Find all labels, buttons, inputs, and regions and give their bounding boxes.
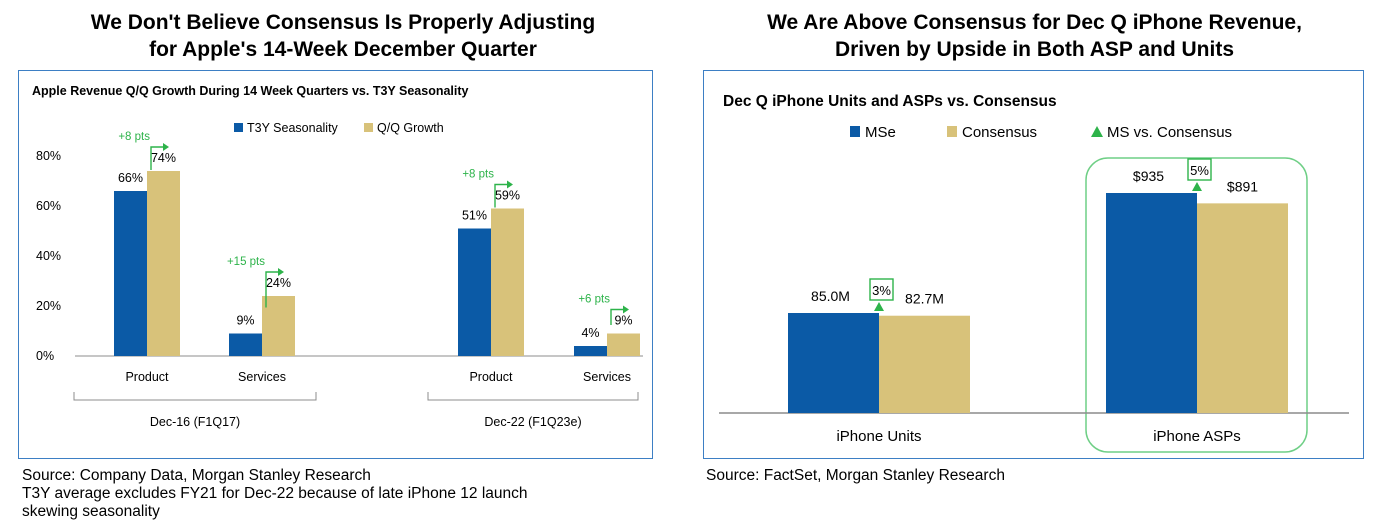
x-category-label: Product — [469, 370, 513, 384]
y-tick-label: 60% — [36, 199, 61, 213]
legend-label-consensus: Consensus — [962, 124, 1037, 141]
bar-value-label: $891 — [1227, 178, 1258, 194]
left-source-notes: Source: Company Data, Morgan Stanley Res… — [22, 467, 528, 521]
annotation-arrow-head — [163, 143, 169, 151]
bar-value-label: 9% — [614, 314, 632, 328]
bar-t3y-seasonality — [114, 191, 147, 356]
annotation-arrow-line — [265, 271, 278, 308]
ms-vs-consensus-marker — [874, 302, 884, 311]
left-chart: Apple Revenue Q/Q Growth During 14 Week … — [32, 84, 643, 429]
bar-t3y-seasonality — [229, 333, 262, 356]
right-panel-title: We Are Above Consensus for Dec Q iPhone … — [688, 9, 1381, 63]
bar-value-label: 4% — [581, 326, 599, 340]
x-category-label: Product — [125, 370, 169, 384]
legend-swatch-t3y — [234, 123, 243, 132]
bar-consensus — [879, 315, 970, 413]
annotation-delta-label: +6 pts — [578, 294, 610, 306]
left-source-line-3: skewing seasonality — [22, 503, 160, 520]
ms-vs-consensus-label: 3% — [872, 283, 891, 298]
left-panel-title: We Don't Believe Consensus Is Properly A… — [0, 9, 686, 63]
bar-mse — [788, 313, 879, 413]
annotation-arrow-line — [494, 183, 507, 208]
legend-label-mse: MSe — [865, 124, 896, 141]
group-label: Dec-22 (F1Q23e) — [484, 415, 581, 429]
group-label: Dec-16 (F1Q17) — [150, 415, 240, 429]
bar-value-label: 85.0M — [811, 288, 850, 304]
ms-vs-consensus-label: 5% — [1190, 163, 1209, 178]
left-title-line-2: for Apple's 14-Week December Quarter — [149, 38, 537, 61]
bar-value-label: 9% — [236, 314, 254, 328]
group-bracket — [73, 392, 317, 401]
legend-label-qq: Q/Q Growth — [377, 121, 444, 135]
annotation-delta-label: +8 pts — [118, 131, 150, 143]
bar-value-label: 82.7M — [905, 291, 944, 307]
legend-swatch-mse — [850, 126, 860, 137]
legend-label-t3y: T3Y Seasonality — [247, 121, 339, 135]
right-title-line-1: We Are Above Consensus for Dec Q iPhone … — [767, 11, 1302, 34]
x-category-label: Services — [583, 370, 631, 384]
highlight-box-iphone-asps — [1085, 157, 1308, 453]
bar-value-label: 51% — [462, 209, 487, 223]
annotation-arrow-head — [507, 180, 513, 189]
ms-vs-consensus-box — [1187, 158, 1212, 181]
x-category-label: Services — [238, 370, 286, 384]
right-chart: Dec Q iPhone Units and ASPs vs. Consensu… — [719, 93, 1349, 453]
legend-marker-ms-vs-consensus — [1091, 126, 1103, 137]
bar-qq-growth — [491, 208, 524, 356]
ms-vs-consensus-box — [869, 278, 894, 301]
left-chart-frame — [18, 70, 653, 459]
bar-t3y-seasonality — [574, 346, 607, 356]
left-source-line-1: Source: Company Data, Morgan Stanley Res… — [22, 467, 371, 484]
bar-value-label: 59% — [495, 189, 520, 203]
y-tick-label: 0% — [36, 349, 54, 363]
bar-consensus — [1197, 203, 1288, 413]
x-category-label: iPhone ASPs — [1153, 428, 1241, 445]
annotation-arrow-line — [610, 308, 623, 325]
annotation-delta-label: +8 pts — [462, 169, 494, 181]
annotation-arrow-line — [150, 146, 163, 170]
bar-mse — [1106, 193, 1197, 413]
bar-value-label: 66% — [118, 171, 143, 185]
y-tick-label: 80% — [36, 149, 61, 163]
bar-value-label: 24% — [266, 276, 291, 290]
bar-t3y-seasonality — [458, 228, 491, 356]
left-chart-title: Apple Revenue Q/Q Growth During 14 Week … — [32, 84, 469, 98]
right-chart-title: Dec Q iPhone Units and ASPs vs. Consensu… — [723, 93, 1057, 110]
legend-label-ms-vs-consensus: MS vs. Consensus — [1107, 124, 1232, 141]
x-category-label: iPhone Units — [836, 428, 921, 445]
bar-value-label: $935 — [1133, 168, 1164, 184]
annotation-arrow-head — [623, 305, 629, 314]
legend-swatch-consensus — [947, 126, 957, 137]
right-title-line-2: Driven by Upside in Both ASP and Units — [834, 38, 1235, 61]
right-source-notes: Source: FactSet, Morgan Stanley Research — [706, 467, 1005, 485]
y-tick-label: 40% — [36, 249, 61, 263]
bar-qq-growth — [607, 333, 640, 356]
bar-qq-growth — [147, 171, 180, 356]
right-chart-frame — [703, 70, 1364, 459]
bar-qq-growth — [262, 296, 295, 356]
left-source-line-2: T3Y average excludes FY21 for Dec-22 bec… — [22, 485, 528, 502]
y-tick-label: 20% — [36, 299, 61, 313]
left-title-line-1: We Don't Believe Consensus Is Properly A… — [90, 11, 596, 34]
bar-value-label: 74% — [151, 151, 176, 165]
group-bracket — [427, 392, 639, 401]
right-source-line-1: Source: FactSet, Morgan Stanley Research — [706, 467, 1005, 484]
legend-swatch-qq — [364, 123, 373, 132]
annotation-delta-label: +15 pts — [227, 256, 265, 268]
annotation-arrow-head — [278, 268, 284, 276]
ms-vs-consensus-marker — [1192, 182, 1202, 191]
